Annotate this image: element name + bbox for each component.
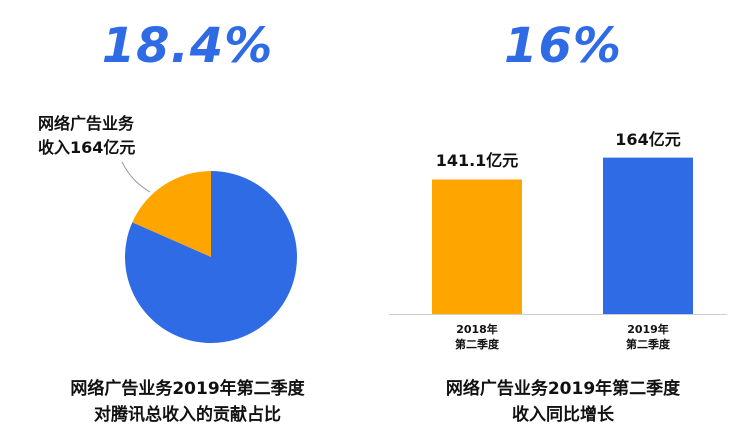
pie-caption-line1: 网络广告业务2019年第二季度: [70, 379, 305, 399]
pie-slice-other: [124, 171, 297, 343]
bar-2019: [603, 157, 693, 314]
bar-caption: 网络广告业务2019年第二季度 收入同比增长: [375, 376, 751, 428]
pie-chart: [121, 161, 297, 343]
bar-value-label-2018: 141.1亿元: [435, 151, 519, 171]
pie-slice-advertising: [132, 171, 211, 257]
bar-2018: [432, 179, 522, 314]
growth-percentage: 16%: [504, 18, 622, 74]
left-panel: 18.4% 网络广告业务 收入164亿元 网络广告业务2019年第二季度 对腾讯…: [0, 0, 375, 439]
tick-2019-quarter: 第二季度: [626, 338, 670, 351]
pie-caption-line2: 对腾讯总收入的贡献占比: [94, 405, 281, 425]
right-panel: 16% 141.1亿元 164亿元 2018年 第二季度 2019年 第二季度 …: [375, 0, 751, 439]
tick-2018-quarter: 第二季度: [455, 338, 499, 351]
pie-slices: [124, 171, 297, 343]
share-percentage: 18.4%: [101, 18, 274, 74]
pie-caption: 网络广告业务2019年第二季度 对腾讯总收入的贡献占比: [0, 376, 375, 428]
pie-callout-line2: 收入164亿元: [38, 138, 136, 157]
bar-caption-line2: 收入同比增长: [512, 405, 614, 425]
bar-chart: [389, 157, 727, 315]
bar-tick-label-2019: 2019年 第二季度: [603, 322, 693, 352]
bar-value-label-2019: 164亿元: [615, 129, 681, 149]
pie-callout-leader-line: [121, 161, 151, 193]
tick-2019-year: 2019年: [627, 323, 669, 336]
tick-2018-year: 2018年: [456, 323, 498, 336]
bar-tick-label-2018: 2018年 第二季度: [432, 322, 522, 352]
bar-caption-line1: 网络广告业务2019年第二季度: [445, 379, 681, 399]
pie-callout-line1: 网络广告业务: [38, 114, 135, 133]
bar-rects: [432, 157, 693, 314]
pie-callout-label: 网络广告业务 收入164亿元: [38, 112, 135, 160]
